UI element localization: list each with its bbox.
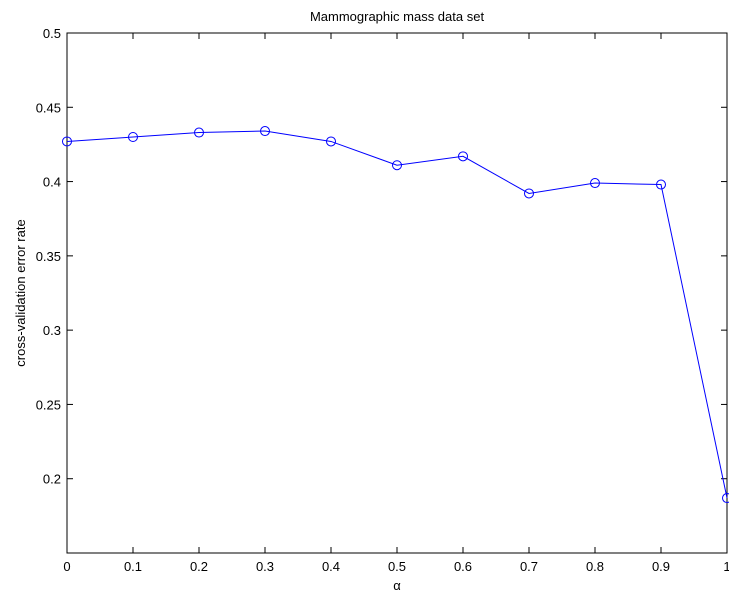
- x-tick-label: 0.8: [586, 559, 604, 574]
- x-tick-label: 1: [723, 559, 729, 574]
- x-tick-label: 0.3: [256, 559, 274, 574]
- x-tick-label: 0: [63, 559, 70, 574]
- y-axis-title: cross-validation error rate: [13, 219, 28, 366]
- x-tick-label: 0.7: [520, 559, 538, 574]
- x-tick-label: 0.1: [124, 559, 142, 574]
- x-axis-title: α: [393, 578, 401, 593]
- x-tick-label: 0.9: [652, 559, 670, 574]
- y-axis-tick-labels: 0.2 0.25 0.3 0.35 0.4 0.45 0.5: [36, 26, 61, 487]
- chart-title: Mammographic mass data set: [310, 9, 485, 24]
- x-tick-label: 0.4: [322, 559, 340, 574]
- y-tick-label: 0.45: [36, 100, 61, 115]
- y-tick-label: 0.25: [36, 397, 61, 412]
- y-tick-label: 0.5: [43, 26, 61, 41]
- x-tick-label: 0.6: [454, 559, 472, 574]
- x-tick-label: 0.2: [190, 559, 208, 574]
- x-tick-label: 0.5: [388, 559, 406, 574]
- y-tick-label: 0.2: [43, 472, 61, 487]
- plot-area: [67, 33, 727, 553]
- y-tick-label: 0.3: [43, 323, 61, 338]
- y-tick-label: 0.35: [36, 249, 61, 264]
- y-tick-label: 0.4: [43, 175, 61, 190]
- x-axis-tick-labels: 0 0.1 0.2 0.3 0.4 0.5 0.6 0.7 0.8 0.9 1: [63, 559, 729, 574]
